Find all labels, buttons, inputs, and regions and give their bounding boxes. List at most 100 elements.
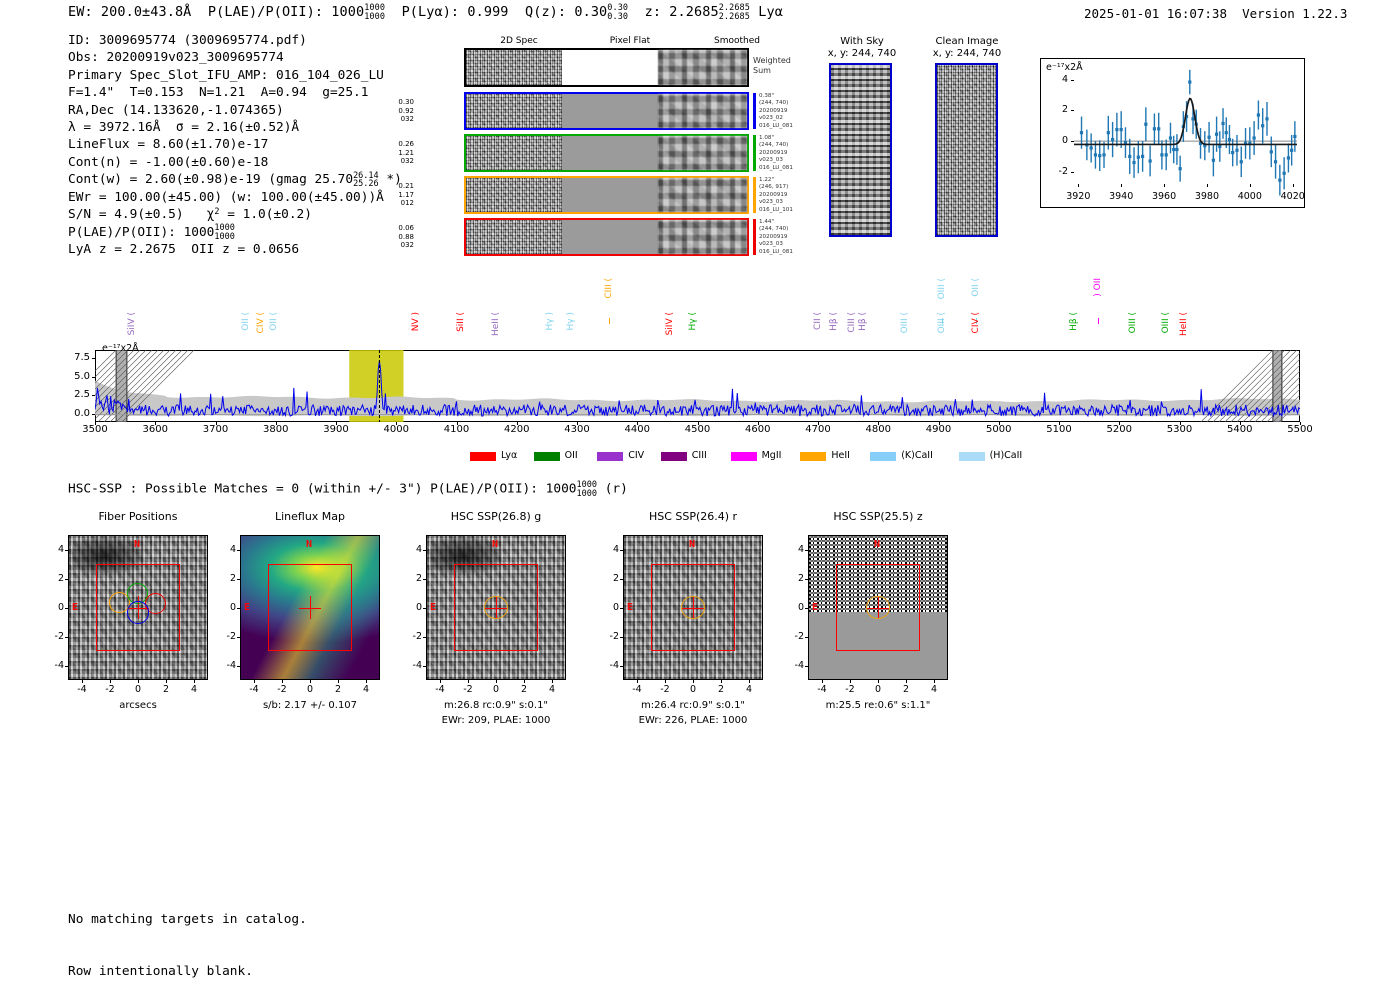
cutout-ytick: -2	[609, 630, 619, 642]
fiber-2dspec-image	[466, 94, 562, 128]
spectrum-xtick: 4600	[745, 424, 771, 435]
cutout-caption-2: EWr: 209, PLAE: 1000	[441, 715, 551, 726]
spectrum-xtick: 4400	[624, 424, 650, 435]
cutout-ytick: -2	[54, 630, 64, 642]
header-z-range: 2.2685 2.2685	[718, 3, 750, 22]
info-lineflux: LineFlux = 8.60(±1.70)e-17	[68, 137, 269, 153]
cutout-xtick: 4	[745, 684, 753, 695]
detection-info-block: ID: 3009695774 (3009695774.pdf) Obs: 202…	[68, 32, 402, 259]
cutout-image-5[interactable]	[808, 535, 948, 680]
footer-notes: No matching targets in catalog. Row inte…	[68, 876, 307, 998]
line-fit-xtick-mark	[1292, 184, 1294, 187]
fiber-circle	[108, 591, 130, 613]
legend-label: CIV	[628, 450, 645, 461]
weighted-sum-label: Weighted Sum	[753, 56, 791, 75]
cutout-xtick-mark	[878, 680, 879, 683]
fiber-row-left-label: 0.30 0.92 032	[398, 98, 414, 124]
cutout-xtick: -4	[817, 684, 827, 695]
header-z-label: z: 2.2685	[644, 4, 719, 20]
info-ewr: EWr = 100.00(±45.00) (w: 100.00(±45.00))…	[68, 189, 384, 205]
compass-north: N	[134, 539, 141, 550]
cutout-xtick-mark	[82, 680, 83, 683]
cutout-xtick-mark	[906, 680, 907, 683]
cutout-xtick: 4	[190, 684, 198, 695]
timestamp: 2025-01-01 16:07:38	[1084, 6, 1227, 21]
line-fit-ytick: -2	[1058, 165, 1068, 177]
hsc-plae-range: 1000 1000	[576, 480, 597, 499]
cutout-xtick-mark	[282, 680, 283, 683]
emission-line-tick	[941, 318, 943, 324]
emission-line-label: NV )	[410, 312, 421, 332]
header-qz-label: Q(z): 0.30	[525, 4, 608, 20]
cutout-ytick: 0	[57, 601, 64, 613]
cutout-ytick-mark	[423, 578, 426, 580]
cutout-image-3[interactable]	[426, 535, 566, 680]
emission-line-label: Hγ (	[687, 312, 698, 331]
cutout-ytick: -4	[609, 659, 619, 671]
fiber-smoothed-image	[658, 178, 747, 212]
line-fit-ytick: 2	[1061, 104, 1068, 116]
cutout-xtick: 0	[492, 684, 500, 695]
spectrum-xtick-mark	[396, 422, 398, 425]
crosshair-vertical	[310, 595, 311, 620]
cutout-xtick: 2	[902, 684, 910, 695]
spectrum-xtick-mark	[1179, 422, 1181, 425]
cutout-ytick: -4	[226, 659, 236, 671]
cutout-ytick-mark	[620, 549, 623, 551]
spectrum-ytick: 5.0	[74, 370, 90, 382]
spectrum-xtick: 5400	[1227, 424, 1253, 435]
header-qz-range: 0.30 0.30	[607, 3, 629, 22]
emission-line-label: Hγ )	[544, 312, 555, 331]
spectrum-ytick: 0.0	[74, 408, 90, 420]
cutout-xtick: 4	[362, 684, 370, 695]
cutout-xtick: -2	[105, 684, 115, 695]
compass-east: E	[430, 601, 437, 613]
emission-line-label: HeII (	[491, 312, 502, 336]
emission-line-label: OIII (	[900, 312, 911, 334]
emission-line-tick	[976, 318, 978, 324]
cutout-ytick: 2	[57, 572, 64, 584]
legend-label: MgII	[761, 450, 782, 461]
cutout-ytick: -2	[226, 630, 236, 642]
cutout-ytick-mark	[237, 636, 240, 638]
emission-line-label: SiII (	[455, 312, 466, 332]
emission-line-label: SiIV (	[665, 312, 676, 336]
cutout-ytick: 4	[797, 543, 804, 555]
info-wavelength-sigma: λ = 3972.16Å σ = 2.16(±0.52)Å	[68, 120, 300, 136]
cutout-xtick-mark	[496, 680, 497, 683]
cutout-ytick: 2	[229, 572, 236, 584]
spectrum-ytick: 2.5	[74, 389, 90, 401]
spectrum-xtick: 5500	[1287, 424, 1313, 435]
spectrum-xtick: 4700	[805, 424, 831, 435]
spectrum-xtick-mark	[215, 422, 217, 425]
legend-swatch	[730, 452, 757, 461]
fiber-row	[464, 134, 749, 172]
fiber-2dspec-image	[466, 136, 562, 170]
fiber-row-right-label: 1.08" (244, 740) 20200919 v023_03 016_LU…	[753, 135, 793, 171]
cutout-caption-1: m:25.5 re:0.6" s:1.1"	[825, 700, 931, 711]
spectrum-xtick: 4000	[383, 424, 409, 435]
aperture-circle	[484, 595, 508, 620]
compass-north: N	[689, 539, 696, 550]
cutout-xtick-mark	[749, 680, 750, 683]
cutout-xtick-mark	[194, 680, 195, 683]
spectrum-xtick-mark	[336, 422, 337, 425]
compass-north: N	[306, 539, 313, 550]
emission-line-label: CIII (	[603, 278, 614, 299]
spectrum-xtick: 4900	[925, 424, 952, 435]
emission-line-label: Hβ (	[858, 312, 869, 331]
compass-north: N	[874, 539, 881, 550]
info-cont-w: Cont(w) = 2.60(±0.98)e-19 (gmag 25.7026.…	[68, 170, 402, 190]
compass-east: E	[627, 601, 634, 613]
spectrum-xtick: 3500	[82, 424, 108, 435]
line-fit-axes	[1040, 58, 1305, 208]
cutout-caption-1: m:26.8 rc:0.9" s:0.1"	[443, 700, 549, 711]
spectrum-xtick-mark	[998, 422, 1000, 425]
emission-line-label: Hγ )	[565, 312, 576, 331]
cutout-xtick: 2	[162, 684, 170, 695]
cutout-ytick: 4	[229, 543, 236, 555]
fiber-2dspec-image	[466, 178, 562, 212]
spectrum-xtick-mark	[1059, 422, 1060, 425]
legend-label: (K)CaII	[901, 450, 933, 461]
spectrum-xtick-mark	[697, 422, 699, 425]
